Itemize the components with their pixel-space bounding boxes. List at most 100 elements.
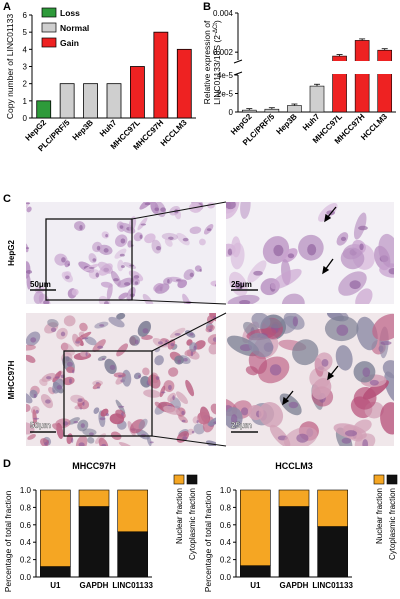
cell-nucleus <box>120 238 126 244</box>
cell-nucleus <box>85 352 88 357</box>
legend-label: Nuclear fraction <box>375 488 384 544</box>
y-tick-label: 0.6 <box>220 521 232 530</box>
bar-nuclear <box>240 489 271 566</box>
cell-nucleus <box>123 282 131 286</box>
stained-cell <box>378 233 394 268</box>
bar-hcclm3 <box>377 49 393 113</box>
stained-cell <box>27 434 36 440</box>
legend-label: Cytoplasmic fraction <box>388 488 397 560</box>
cell-nucleus <box>99 417 106 421</box>
cell-nucleus <box>182 237 189 242</box>
stained-cell <box>248 333 274 358</box>
y-tick-label: 2 <box>23 80 28 89</box>
cell-nucleus <box>199 268 202 272</box>
cell-nucleus <box>240 407 249 416</box>
cell-nucleus <box>95 272 100 278</box>
panel-label-d: D <box>3 458 11 470</box>
cell-nucleus <box>26 202 31 205</box>
x-tick-label: Huh7 <box>98 118 119 139</box>
row-label-hepg2: HepG2 <box>7 240 16 266</box>
stained-cell <box>87 436 95 444</box>
cell-nucleus <box>65 275 70 280</box>
y-tick-label: 4e-5 <box>217 71 234 80</box>
zoom-line <box>131 299 227 305</box>
cell-nucleus <box>359 243 364 251</box>
cell-nucleus <box>230 414 238 425</box>
panel-label-b: B <box>203 1 211 13</box>
stained-cell <box>26 344 36 351</box>
legend-label: Cytoplasmic fraction <box>188 488 197 560</box>
cell-nucleus <box>287 253 295 259</box>
y-axis-label: Percentage of total fraction <box>203 490 213 592</box>
cell-nucleus <box>73 420 79 424</box>
cell-nucleus <box>144 202 151 206</box>
stained-cell <box>62 376 75 386</box>
bar-cytoplasmic <box>278 506 310 578</box>
stained-cell <box>79 322 88 332</box>
panel-label-c: C <box>3 193 11 205</box>
scale-label: 25μm <box>231 280 252 289</box>
cell-nucleus <box>288 401 299 409</box>
y-tick-label: 0.4 <box>20 538 32 547</box>
stained-cell <box>161 232 179 241</box>
cell-nucleus <box>99 324 105 327</box>
chart-title: HCCLM3 <box>275 461 313 471</box>
cell-nucleus <box>109 364 116 370</box>
stained-cell <box>154 355 164 366</box>
stained-cell <box>26 206 32 213</box>
stained-cell <box>106 283 113 300</box>
stained-cell <box>93 407 100 414</box>
y-tick-label: 1 <box>23 97 28 106</box>
cell-nucleus <box>170 343 175 347</box>
cell-nucleus <box>158 341 163 345</box>
cell-nucleus <box>43 300 50 304</box>
stained-cell <box>177 279 188 289</box>
cell-nucleus <box>155 376 160 380</box>
chart-d-hcclm3: HCCLM3 0.0 0.2 0.4 0.6 0.8 1.0 U1 GAPDH LINC01133… <box>203 461 398 592</box>
cell-nucleus <box>336 324 349 336</box>
y-tick-label: 0.4 <box>220 538 232 547</box>
stained-cell <box>52 423 63 431</box>
cell-nucleus <box>307 243 317 256</box>
arrow-head <box>322 265 330 275</box>
stained-cell <box>185 379 195 397</box>
cell-nucleus <box>46 376 52 380</box>
cell-nucleus <box>341 437 352 444</box>
stained-cell <box>281 293 305 304</box>
cell-nucleus <box>61 257 66 263</box>
zoom-box-hepg2 <box>45 218 133 301</box>
stained-cell <box>54 253 68 266</box>
stained-cell <box>292 339 319 366</box>
cell-nucleus <box>358 225 368 231</box>
stained-cell <box>63 315 76 327</box>
cell-nucleus <box>33 393 37 398</box>
bar-mhcc97l <box>130 66 145 119</box>
stained-cell <box>356 316 378 351</box>
bar-hep3b <box>83 83 98 119</box>
stained-cell <box>32 409 37 426</box>
legend-swatch-cytoplasmic <box>386 474 398 485</box>
cell-nucleus <box>118 405 125 408</box>
panel-label-a: A <box>3 1 11 13</box>
cell-nucleus <box>253 270 263 276</box>
micrograph-mhcc97h-low <box>26 313 216 446</box>
cell-nucleus <box>119 225 124 229</box>
cell-nucleus <box>78 442 85 446</box>
stained-cell <box>382 360 394 379</box>
cell-nucleus <box>119 253 125 257</box>
stained-cell <box>197 411 210 425</box>
cell-nucleus <box>113 278 119 282</box>
stained-cell <box>114 248 127 259</box>
y-tick-label: 0.6 <box>20 521 32 530</box>
cell-nucleus <box>66 361 73 367</box>
stained-cell <box>118 441 134 446</box>
stained-cell <box>116 313 126 320</box>
x-tick-label: U1 <box>50 581 61 590</box>
cell-nucleus <box>69 378 72 384</box>
cell-nucleus <box>54 376 60 379</box>
axis-break-band <box>234 61 396 74</box>
stained-cell <box>193 423 205 435</box>
cell-nucleus <box>101 358 106 361</box>
